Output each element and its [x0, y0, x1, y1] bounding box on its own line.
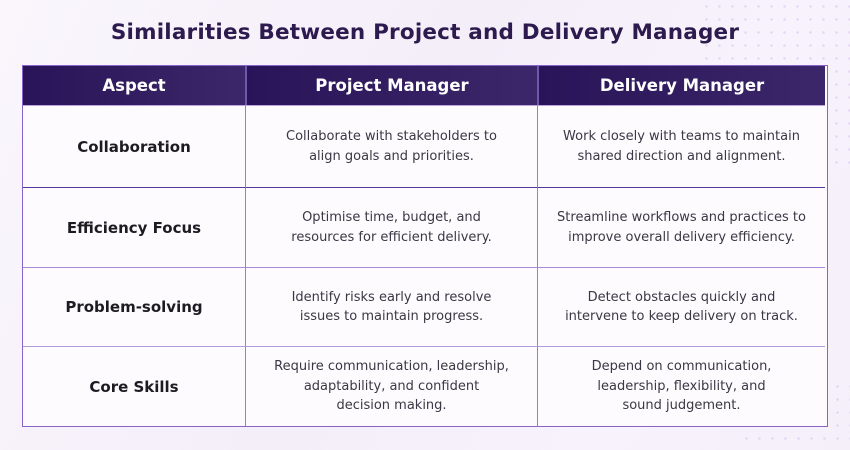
aspect-label: Efficiency Focus: [23, 187, 245, 267]
table-row: Problem-solving Identify risks early and…: [23, 267, 827, 346]
aspect-label: Core Skills: [23, 346, 245, 426]
delivery-manager-cell: Depend on communication, leadership, fle…: [537, 346, 825, 426]
table-header-row: Aspect Project Manager Delivery Manager: [23, 66, 827, 105]
header-cell-project-manager: Project Manager: [245, 66, 537, 105]
project-manager-cell: Optimise time, budget, and resources for…: [245, 187, 537, 267]
table-row: Core Skills Require communication, leade…: [23, 346, 827, 426]
comparison-table: Aspect Project Manager Delivery Manager …: [22, 65, 828, 427]
project-manager-cell: Collaborate with stakeholders to align g…: [245, 105, 537, 187]
header-cell-delivery-manager: Delivery Manager: [537, 66, 825, 105]
table-row: Efficiency Focus Optimise time, budget, …: [23, 187, 827, 267]
header-cell-aspect: Aspect: [23, 66, 245, 105]
page-title: Similarities Between Project and Deliver…: [110, 20, 740, 45]
delivery-manager-cell: Streamline workflows and practices to im…: [537, 187, 825, 267]
project-manager-cell: Require communication, leadership, adapt…: [245, 346, 537, 426]
table-row: Collaboration Collaborate with stakehold…: [23, 105, 827, 187]
delivery-manager-cell: Detect obstacles quickly and intervene t…: [537, 267, 825, 346]
aspect-label: Collaboration: [23, 105, 245, 187]
delivery-manager-cell: Work closely with teams to maintain shar…: [537, 105, 825, 187]
aspect-label: Problem-solving: [23, 267, 245, 346]
project-manager-cell: Identify risks early and resolve issues …: [245, 267, 537, 346]
